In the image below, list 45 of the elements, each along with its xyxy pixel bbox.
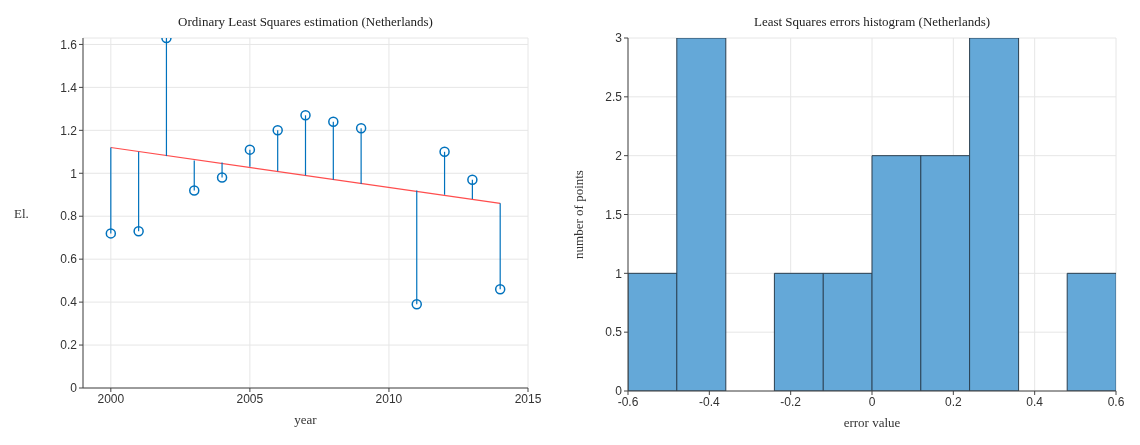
x-tick-label: -0.4	[698, 394, 720, 409]
point	[300, 110, 311, 121]
x-tick-label: 0	[868, 394, 876, 409]
point	[244, 144, 256, 155]
point	[272, 125, 283, 136]
y-tick-label: 0	[70, 381, 78, 396]
y-tick-label: 0.8	[60, 209, 78, 224]
y-tick-label: 2	[615, 148, 623, 163]
point	[355, 122, 367, 134]
point	[411, 299, 422, 310]
point	[467, 174, 478, 185]
point	[439, 146, 450, 158]
point	[189, 185, 200, 196]
x-tick-label: 0.6	[1107, 394, 1125, 409]
point	[216, 172, 228, 183]
x-tick-label: 0.4	[1026, 394, 1044, 409]
point	[494, 283, 506, 295]
y-tick-label: 0.4	[60, 295, 78, 310]
y-tick-label: 0.6	[60, 252, 78, 267]
x-tick-label: 2000	[97, 391, 125, 406]
chart-title: Least Squares errors histogram (Netherlands)	[752, 14, 992, 30]
x-tick-label: -0.2	[780, 394, 802, 409]
x-tick-label: 2015	[514, 391, 542, 406]
point	[328, 116, 339, 127]
y-axis-title: El.	[14, 205, 29, 221]
y-tick-label: 1	[615, 266, 623, 281]
x-tick-label: -0.6	[617, 394, 639, 409]
y-tick-label: 1.4	[60, 80, 78, 95]
y-tick-label: 0.2	[60, 338, 78, 353]
y-tick-label: 2.5	[605, 90, 623, 105]
x-axis-title: year	[294, 412, 318, 427]
y-tick-label: 1.5	[605, 207, 623, 222]
y-tick-label: 0.5	[605, 325, 623, 340]
chart-title: Ordinary Least Squares estimation (Netherlands)	[177, 14, 434, 30]
y-tick-label: 1.6	[60, 37, 78, 52]
y-tick-label: 3	[615, 31, 623, 46]
x-axis-title: error value	[843, 415, 901, 430]
y-axis-title: number of points	[570, 170, 586, 259]
x-tick-label: 2005	[236, 391, 264, 406]
y-tick-label: 1.2	[60, 123, 78, 138]
point	[105, 228, 117, 239]
y-tick-label: 1	[70, 166, 78, 181]
x-tick-label: 2010	[375, 391, 403, 406]
point	[133, 226, 144, 237]
x-tick-label: 0.2	[944, 394, 962, 409]
